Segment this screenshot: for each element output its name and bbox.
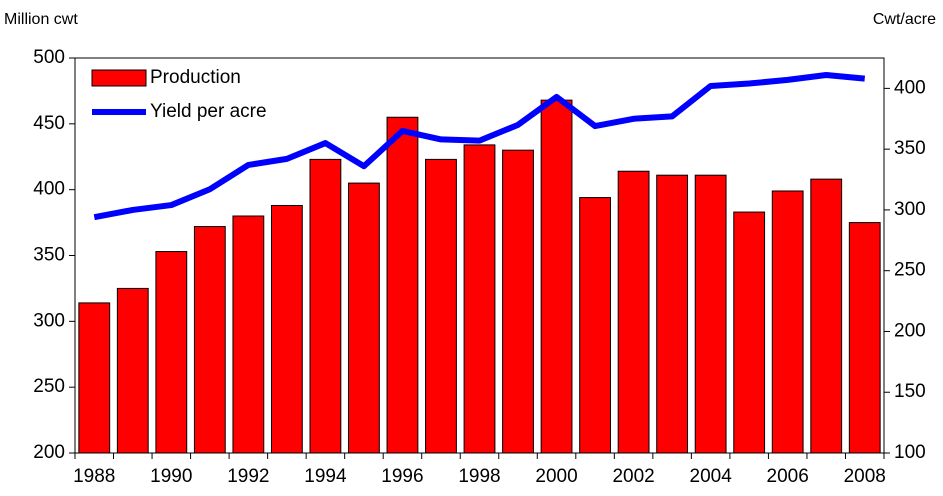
bar — [540, 99, 573, 454]
x-tick-label: 1994 — [304, 466, 347, 487]
bar — [348, 182, 380, 454]
x-tick-label: 2000 — [535, 466, 577, 487]
x-tick-label: 1992 — [227, 466, 269, 487]
bar — [733, 211, 766, 454]
plot-frame — [74, 57, 885, 454]
x-tick-label: 2002 — [612, 466, 654, 487]
y-tick-label: 400 — [33, 179, 65, 200]
bar — [386, 116, 419, 454]
y2-tick-label: 100 — [894, 442, 926, 463]
x-tick-label: 2006 — [767, 466, 809, 487]
y2-tick-label: 250 — [894, 260, 926, 281]
x-tick-label: 2008 — [844, 466, 886, 487]
bar — [579, 197, 611, 454]
y-tick-label: 450 — [33, 113, 65, 134]
bar — [78, 302, 111, 454]
legend-label: Yield per acre — [150, 101, 267, 122]
y2-tick-label: 400 — [894, 77, 926, 98]
y2-axis-label: Cwt/acre — [873, 11, 936, 28]
legend-label: Production — [150, 67, 241, 88]
bar — [116, 287, 149, 454]
bar — [617, 170, 650, 454]
bar — [270, 204, 303, 454]
bar — [463, 144, 496, 454]
y-tick-label: 250 — [33, 376, 65, 397]
bar — [694, 174, 727, 454]
legend-swatch — [91, 69, 147, 87]
y-tick-label: 500 — [33, 47, 65, 68]
y-tick-label: 200 — [33, 442, 65, 463]
y2-tick-label: 150 — [894, 381, 926, 402]
line — [93, 72, 866, 221]
bar — [425, 158, 457, 454]
y-axis-label: Million cwt — [4, 11, 78, 28]
bar — [232, 215, 265, 454]
bar — [848, 222, 881, 454]
y2-tick-label: 350 — [894, 138, 926, 159]
bar — [656, 174, 689, 454]
bar — [193, 226, 226, 454]
bar — [810, 178, 843, 454]
bar — [155, 251, 188, 454]
bar — [502, 149, 534, 454]
x-tick-label: 1998 — [458, 466, 500, 487]
y2-tick-label: 300 — [894, 199, 926, 220]
y-tick-label: 300 — [33, 310, 65, 331]
y2-tick-label: 200 — [894, 320, 926, 341]
x-tick-label: 1996 — [381, 466, 423, 487]
bar — [771, 190, 804, 454]
bar — [309, 158, 342, 454]
x-tick-label: 1988 — [73, 466, 115, 487]
x-tick-label: 2004 — [690, 466, 733, 487]
y-tick-label: 350 — [33, 245, 65, 266]
x-tick-label: 1990 — [150, 466, 192, 487]
